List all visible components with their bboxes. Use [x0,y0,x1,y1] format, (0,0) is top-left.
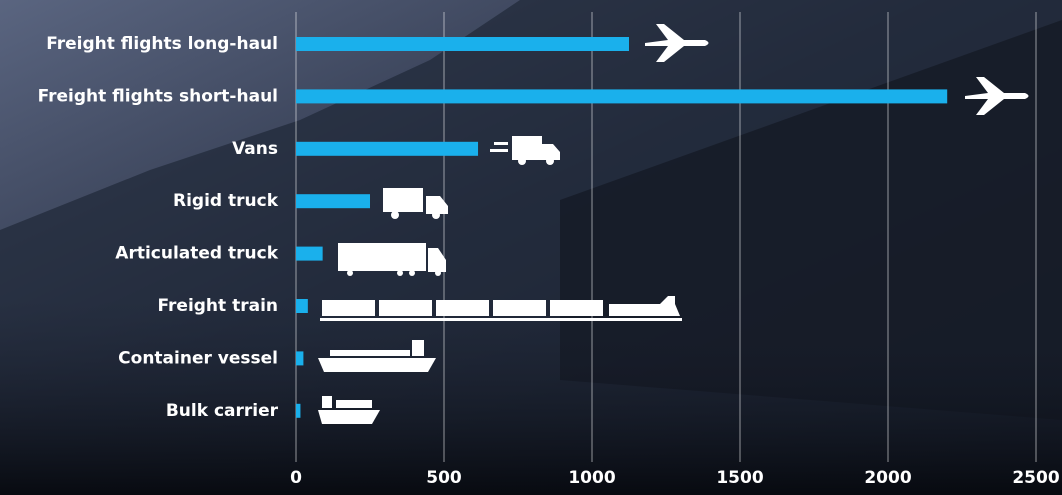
icons [318,24,1029,424]
x-tick-label: 0 [290,468,302,488]
bar [296,246,323,261]
x-tick-label: 1000 [568,468,615,488]
grid: 0 500 1000 1500 2000 2500 [290,12,1060,488]
train-icon [320,296,682,321]
y-tick-label: Vans [232,139,278,159]
y-tick-label: Bulk carrier [166,401,279,421]
x-tick-label: 500 [426,468,462,488]
y-tick-label: Articulated truck [115,244,278,264]
container-ship-icon [318,340,436,372]
plane-icon [965,77,1029,115]
bar [296,194,370,209]
bulk-carrier-icon [318,396,380,424]
y-tick-label: Freight flights short-haul [38,86,278,106]
bar [296,351,304,366]
y-tick-label: Freight train [158,296,279,316]
y-tick-label: Container vessel [118,348,278,368]
articulated-truck-icon [338,243,446,276]
truck-icon [383,188,448,219]
plane-icon [645,24,709,62]
y-tick-label: Freight flights long-haul [46,34,278,54]
x-tick-label: 2000 [864,468,911,488]
bars: Freight flights long-haul Freight flights… [38,34,948,421]
bar [296,403,301,418]
bar [296,299,308,313]
van-icon [490,136,560,165]
bar [296,37,629,51]
bar [296,89,948,104]
x-tick-label: 2500 [1012,468,1059,488]
ground [0,300,1062,495]
x-tick-label: 1500 [716,468,763,488]
bar [296,141,479,156]
y-tick-label: Rigid truck [173,191,279,211]
